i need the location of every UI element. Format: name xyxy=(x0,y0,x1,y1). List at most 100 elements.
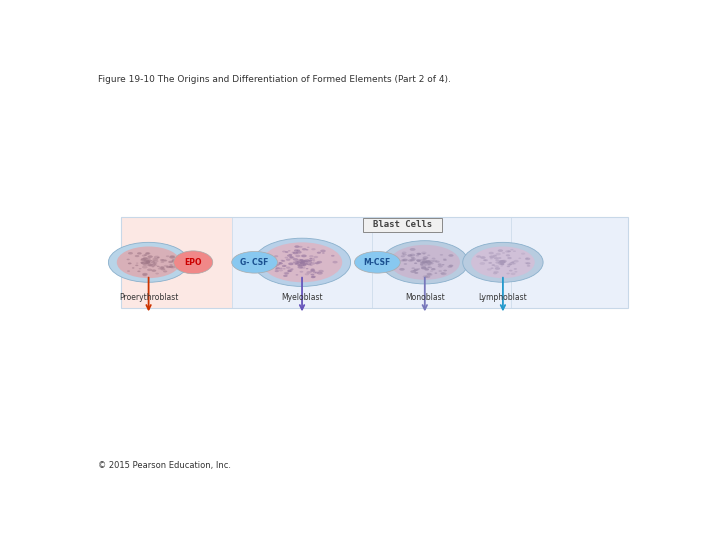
Ellipse shape xyxy=(147,262,150,264)
Ellipse shape xyxy=(428,266,432,268)
Ellipse shape xyxy=(143,274,147,276)
Ellipse shape xyxy=(300,261,304,264)
Text: Blast Cells: Blast Cells xyxy=(373,220,432,230)
Ellipse shape xyxy=(401,255,405,258)
Ellipse shape xyxy=(494,265,499,267)
Ellipse shape xyxy=(298,265,300,266)
Ellipse shape xyxy=(299,246,302,248)
Ellipse shape xyxy=(444,269,447,272)
Ellipse shape xyxy=(142,266,148,268)
Ellipse shape xyxy=(491,264,495,266)
Ellipse shape xyxy=(300,262,302,264)
Ellipse shape xyxy=(302,264,306,266)
Ellipse shape xyxy=(152,260,154,261)
Ellipse shape xyxy=(135,265,138,266)
Ellipse shape xyxy=(435,261,440,263)
Ellipse shape xyxy=(275,265,279,266)
Ellipse shape xyxy=(300,264,304,266)
Ellipse shape xyxy=(306,268,308,269)
Text: M-CSF: M-CSF xyxy=(364,258,391,267)
Ellipse shape xyxy=(423,261,427,263)
Ellipse shape xyxy=(158,268,161,269)
Ellipse shape xyxy=(157,257,160,258)
Ellipse shape xyxy=(495,255,497,256)
Ellipse shape xyxy=(447,266,452,268)
Bar xyxy=(511,217,629,308)
Ellipse shape xyxy=(141,261,147,265)
Ellipse shape xyxy=(512,261,515,262)
Ellipse shape xyxy=(301,265,304,266)
Ellipse shape xyxy=(508,264,512,265)
Text: Lymphoblast: Lymphoblast xyxy=(479,293,527,302)
Ellipse shape xyxy=(146,261,150,263)
Ellipse shape xyxy=(142,255,146,256)
Ellipse shape xyxy=(498,257,501,259)
Ellipse shape xyxy=(308,260,312,262)
Ellipse shape xyxy=(426,260,431,264)
Ellipse shape xyxy=(282,266,285,267)
Ellipse shape xyxy=(312,260,315,261)
Ellipse shape xyxy=(166,266,171,268)
Ellipse shape xyxy=(279,262,283,265)
Ellipse shape xyxy=(500,260,506,263)
Ellipse shape xyxy=(500,261,506,264)
Ellipse shape xyxy=(168,261,173,263)
Ellipse shape xyxy=(427,267,430,268)
Ellipse shape xyxy=(297,259,302,261)
Ellipse shape xyxy=(144,254,146,255)
Bar xyxy=(121,217,233,308)
Ellipse shape xyxy=(402,259,408,261)
Ellipse shape xyxy=(140,261,145,264)
Ellipse shape xyxy=(315,261,320,264)
Ellipse shape xyxy=(431,268,436,271)
Ellipse shape xyxy=(510,273,516,275)
Ellipse shape xyxy=(425,275,431,278)
Ellipse shape xyxy=(403,254,407,255)
Ellipse shape xyxy=(279,269,283,272)
Ellipse shape xyxy=(170,255,175,258)
Ellipse shape xyxy=(153,262,157,264)
Ellipse shape xyxy=(138,271,140,272)
Ellipse shape xyxy=(169,264,173,266)
Ellipse shape xyxy=(420,259,425,261)
Ellipse shape xyxy=(438,270,442,272)
Ellipse shape xyxy=(471,246,535,278)
Ellipse shape xyxy=(527,265,531,267)
Ellipse shape xyxy=(499,260,503,262)
Ellipse shape xyxy=(156,273,159,274)
Ellipse shape xyxy=(526,258,528,259)
Ellipse shape xyxy=(301,267,305,269)
Ellipse shape xyxy=(295,261,298,262)
Ellipse shape xyxy=(320,249,325,252)
Ellipse shape xyxy=(150,261,155,264)
Ellipse shape xyxy=(300,261,303,262)
Ellipse shape xyxy=(285,251,289,253)
Ellipse shape xyxy=(300,261,305,265)
Ellipse shape xyxy=(143,257,148,260)
Ellipse shape xyxy=(414,268,418,271)
Ellipse shape xyxy=(307,247,310,248)
Bar xyxy=(121,217,629,308)
Ellipse shape xyxy=(311,276,315,278)
Bar xyxy=(372,217,511,308)
Ellipse shape xyxy=(303,261,307,262)
Ellipse shape xyxy=(500,265,503,267)
Ellipse shape xyxy=(428,260,433,262)
Ellipse shape xyxy=(286,267,290,269)
Ellipse shape xyxy=(487,268,492,271)
Ellipse shape xyxy=(402,253,405,254)
Ellipse shape xyxy=(135,255,140,257)
Ellipse shape xyxy=(288,250,291,252)
Ellipse shape xyxy=(147,262,150,263)
Ellipse shape xyxy=(441,264,444,266)
Ellipse shape xyxy=(500,263,504,265)
Ellipse shape xyxy=(305,273,309,275)
Ellipse shape xyxy=(502,252,505,254)
Ellipse shape xyxy=(420,262,425,265)
Ellipse shape xyxy=(494,257,498,259)
Ellipse shape xyxy=(416,253,420,255)
Ellipse shape xyxy=(145,260,150,262)
Ellipse shape xyxy=(416,259,420,261)
Ellipse shape xyxy=(295,262,299,264)
Ellipse shape xyxy=(154,264,158,266)
